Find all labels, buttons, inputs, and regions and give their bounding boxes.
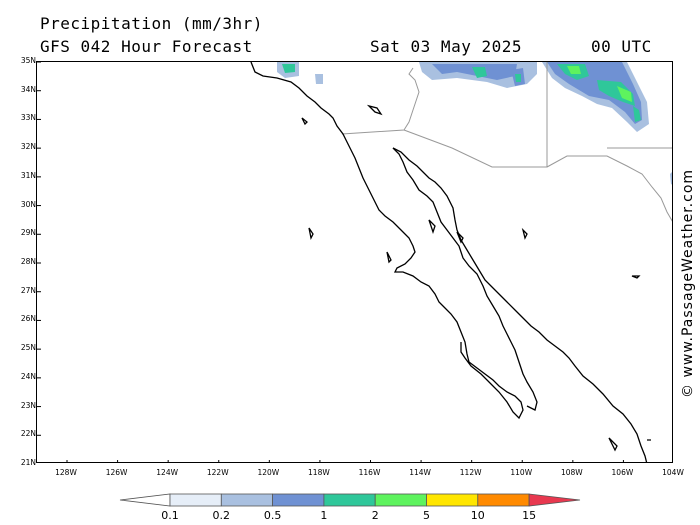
colorbar-arrow-low xyxy=(119,493,171,507)
colorbar-segment xyxy=(169,493,222,507)
longitude-label: 104W xyxy=(662,468,684,477)
precip-cell xyxy=(633,106,641,122)
colorbar-label: 0.1 xyxy=(161,509,179,522)
map-svg xyxy=(37,62,672,462)
forecast-date: Sat 03 May 2025 xyxy=(370,37,522,56)
colorbar-label: 5 xyxy=(423,509,430,522)
latitude-label: 35N xyxy=(20,56,36,65)
colorbar-segment xyxy=(477,493,530,507)
latitude-label: 23N xyxy=(20,400,36,410)
colorbar-label: 2 xyxy=(371,509,379,522)
latitude-label: 29N xyxy=(20,228,36,238)
longitude-label: 112W xyxy=(459,468,482,477)
colorbar-segment xyxy=(374,493,427,507)
latitude-label: 31N xyxy=(20,170,36,180)
longitude-label: 116W xyxy=(358,468,381,477)
precip-cell xyxy=(567,66,581,74)
latitude-label: 24N xyxy=(20,371,36,381)
longitude-label: 126W xyxy=(105,468,128,477)
longitude-label: 120W xyxy=(257,468,280,477)
colorbar-segment xyxy=(323,493,376,507)
longitude-label: 124W xyxy=(156,468,179,477)
longitude-label: 108W xyxy=(560,468,583,477)
colorbar-label: 1 xyxy=(320,509,328,522)
precipitation-areas xyxy=(277,62,672,185)
colorbar-label: 10 xyxy=(470,509,485,522)
political-borders xyxy=(341,62,672,222)
colorbar-label: 15 xyxy=(522,509,537,522)
longitude-label: 122W xyxy=(206,468,229,477)
copyright-credit: © www.PassageWeather.com xyxy=(680,168,696,398)
latitude-label: 32N xyxy=(20,142,36,152)
colorbar-segment xyxy=(426,493,479,507)
map-area[interactable] xyxy=(36,61,673,463)
precip-cell xyxy=(515,74,521,82)
forecast-time: 00 UTC xyxy=(591,37,652,56)
chart-title: Precipitation (mm/3hr) xyxy=(40,14,263,33)
latitude-label: 27N xyxy=(20,285,36,295)
longitude-label: 114W xyxy=(409,468,431,477)
latitude-label: 22N xyxy=(20,429,36,439)
colorbar-arrow-high xyxy=(528,493,581,507)
longitude-label: 106W xyxy=(611,468,634,477)
latitude-label: 34N xyxy=(20,84,36,94)
colorbar-segment xyxy=(220,493,274,507)
forecast-subtitle: GFS 042 Hour Forecast xyxy=(40,37,253,56)
latitude-label: 33N xyxy=(20,113,36,123)
latitude-label: 30N xyxy=(20,199,36,209)
colorbar-label: 0.5 xyxy=(263,509,282,522)
precip-cell xyxy=(282,64,295,73)
coastline xyxy=(250,62,651,462)
colorbar-label: 0.2 xyxy=(212,509,231,522)
latitude-label: 25N xyxy=(20,343,36,353)
precip-cell xyxy=(547,62,642,124)
precip-cell xyxy=(597,80,635,106)
precip-cell xyxy=(472,67,487,78)
latitude-label: 26N xyxy=(20,314,36,324)
colorbar-segment xyxy=(272,493,325,507)
latitude-label: 21N xyxy=(20,458,36,467)
longitude-label: 110W xyxy=(510,468,533,477)
precip-cell xyxy=(315,74,323,84)
latitude-label: 28N xyxy=(20,257,36,266)
longitude-label: 118W xyxy=(308,468,330,477)
precip-cell xyxy=(670,172,672,185)
precip-cell xyxy=(617,86,632,102)
longitude-label: 128W xyxy=(55,468,77,477)
